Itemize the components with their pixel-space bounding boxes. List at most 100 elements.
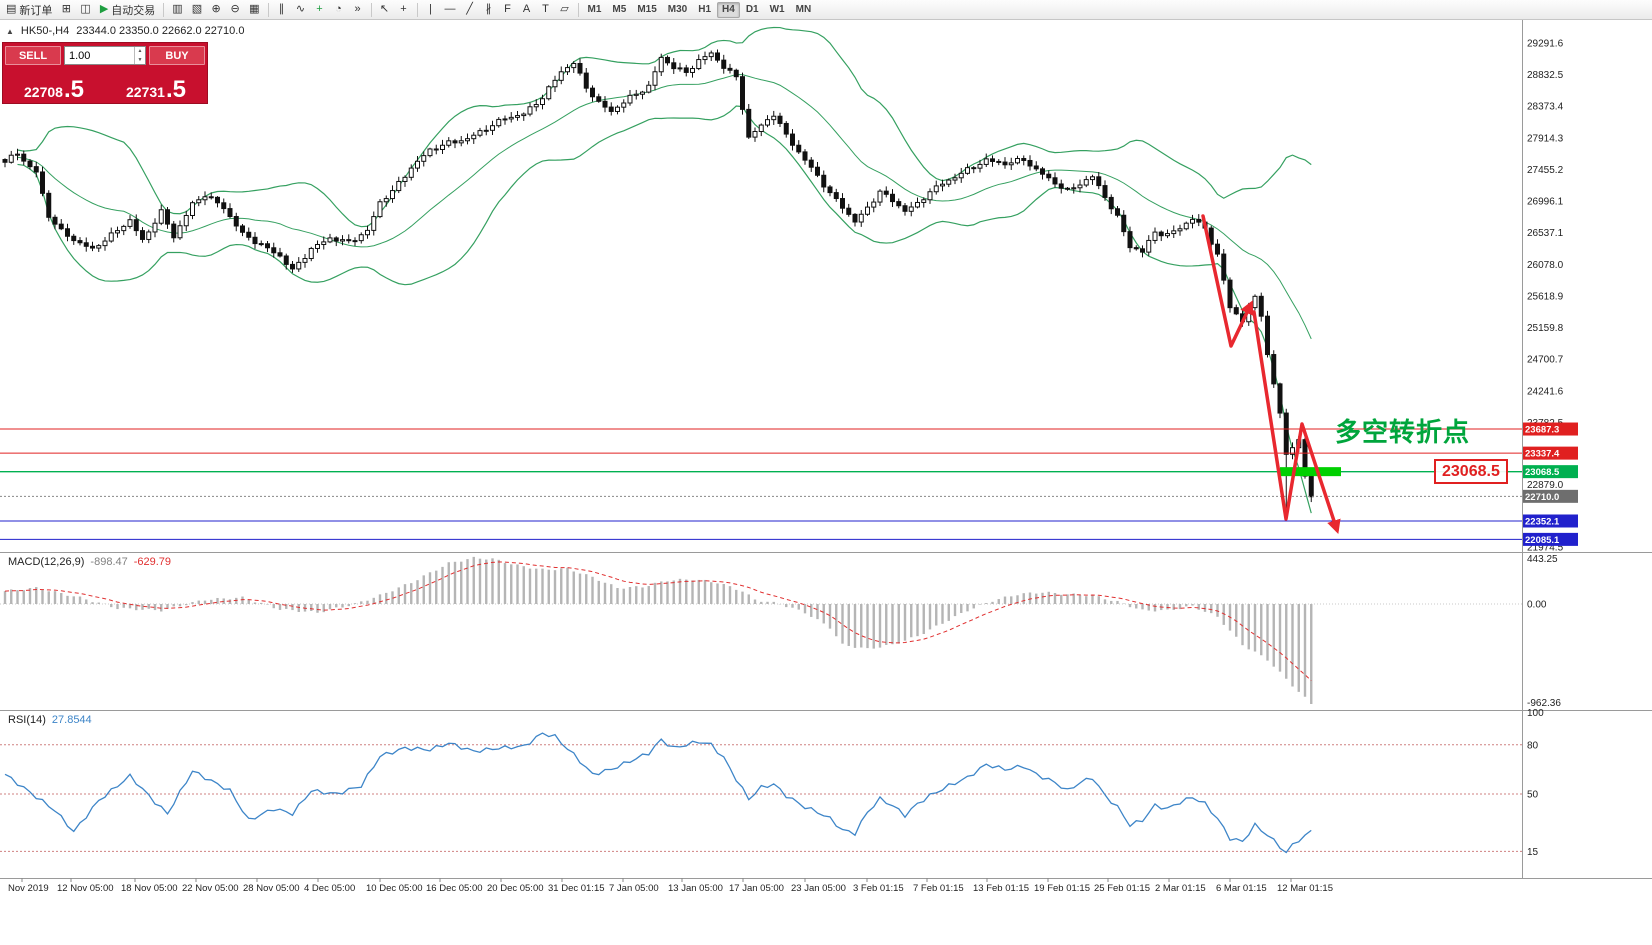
annotation-text: 多空转折点 [1335, 417, 1471, 447]
shapes-icon-glyph: ▱ [560, 3, 569, 15]
svg-text:28373.4: 28373.4 [1527, 102, 1564, 113]
zoom-out-glyph: ⊖ [230, 3, 240, 15]
svg-text:24700.7: 24700.7 [1527, 355, 1564, 366]
svg-text:3 Feb 01:15: 3 Feb 01:15 [853, 883, 904, 894]
autotrading-button[interactable]: ▶ 自动交易 [96, 1, 159, 19]
text-icon[interactable]: A [518, 1, 536, 19]
bar-chart-icon[interactable]: ∥ [273, 1, 291, 19]
timeframe-m30-button[interactable]: M30 [667, 4, 688, 15]
fibonacci-icon-glyph: F [504, 3, 511, 15]
timeframe-d1-button[interactable]: D1 [745, 4, 759, 15]
panel-separators [0, 20, 1652, 879]
volume-spinner[interactable]: ▲ ▼ [134, 47, 145, 64]
trendline-icon-glyph: ╱ [466, 3, 473, 15]
charts-grid-icon[interactable]: ⊞ [57, 1, 75, 19]
shapes-icon[interactable]: ▱ [556, 1, 574, 19]
volume-value: 1.00 [69, 49, 91, 62]
trend-arrows [1201, 214, 1341, 534]
line-chart-icon-glyph: ∿ [295, 3, 306, 15]
label-icon[interactable]: T [537, 1, 555, 19]
price-axis: 29291.6 28832.5 28373.4 27914.3 27455.2 26996… [1522, 39, 1578, 554]
spinner-down-icon[interactable]: ▼ [137, 56, 143, 63]
symbol-marker-icon[interactable]: ▲ [6, 26, 14, 36]
svg-text:23687.3: 23687.3 [1525, 425, 1559, 436]
timeframe-m1-button[interactable]: M1 [587, 4, 602, 15]
svg-text:26996.1: 26996.1 [1527, 197, 1564, 208]
spinner-up-icon[interactable]: ▲ [137, 48, 143, 55]
toolbar-separator [577, 2, 579, 17]
svg-text:27455.2: 27455.2 [1527, 165, 1564, 176]
svg-text:16 Dec 05:00: 16 Dec 05:00 [426, 883, 483, 894]
cascade-windows-icon[interactable]: ▧ [188, 1, 206, 19]
svg-text:22879.0: 22879.0 [1527, 480, 1564, 491]
timeframe-mn-button[interactable]: MN [795, 4, 812, 15]
rsi-panel: 100 80 50 15 [0, 708, 1544, 858]
tile-windows-icon-glyph: ▥ [172, 3, 183, 15]
svg-text:22 Nov 05:00: 22 Nov 05:00 [182, 883, 239, 894]
timeframe-h1-button[interactable]: H1 [698, 4, 712, 15]
sell-button[interactable]: SELL [5, 46, 61, 65]
svg-text:23337.4: 23337.4 [1525, 449, 1560, 460]
quote-symbol: HK50-,H4 [20, 25, 70, 37]
svg-text:80: 80 [1527, 740, 1539, 751]
toolbar-separator [370, 2, 372, 17]
svg-text:23068.5: 23068.5 [1525, 467, 1560, 478]
rsi-label: RSI(14) 27.8544 [8, 714, 92, 726]
timeframe-h4-button[interactable]: H4 [717, 1, 740, 18]
label-icon-glyph: T [542, 3, 549, 15]
horizontal-line-icon[interactable]: — [441, 1, 460, 19]
profiles-icon-glyph: ◫ [80, 3, 91, 15]
tile-windows-icon[interactable]: ▥ [168, 1, 186, 19]
svg-text:25 Feb 01:15: 25 Feb 01:15 [1094, 883, 1150, 894]
candlesticks [2, 49, 1314, 521]
price-callout: 23068.5 [1434, 459, 1508, 484]
period-icon[interactable]: ◔ [330, 1, 348, 19]
svg-text:29291.6: 29291.6 [1527, 39, 1564, 50]
crosshair-icon[interactable]: + [395, 1, 413, 19]
timeframe-m15-button[interactable]: M15 [637, 4, 657, 15]
svg-text:13 Feb 01:15: 13 Feb 01:15 [973, 883, 1029, 894]
svg-text:6 Mar 01:15: 6 Mar 01:15 [1216, 883, 1267, 894]
channel-icon[interactable]: ∦ [480, 1, 498, 19]
auto-scroll-icon[interactable]: » [349, 1, 367, 19]
autotrading-button-label: 自动交易 [111, 4, 156, 17]
timeframe-w1-button[interactable]: W1 [769, 4, 785, 15]
svg-text:12 Nov 05:00: 12 Nov 05:00 [57, 883, 114, 894]
svg-text:7 Feb 01:15: 7 Feb 01:15 [913, 883, 964, 894]
toolbar: ▤ 新订单 ⊞ ◫ ▶ 自动交易 ▥ ▧ ⊕ ⊖ ▦ ∥ ∿ + ◔ » ↖ + | — ╱ ∦ F A T ▱ M1 M5 M15 M3… [0, 0, 1652, 20]
fibonacci-icon[interactable]: F [499, 1, 517, 19]
svg-text:-962.36: -962.36 [1527, 698, 1561, 709]
timeframe-m5-button[interactable]: M5 [612, 4, 627, 15]
time-axis: Nov 2019 12 Nov 05:00 18 Nov 05:00 22 Nov 0… [8, 878, 1333, 894]
volume-input[interactable]: 1.00 ▲ ▼ [64, 46, 146, 65]
buy-button[interactable]: BUY [149, 46, 205, 65]
trendline-icon[interactable]: ╱ [461, 1, 479, 19]
data-window-icon[interactable]: ▦ [245, 1, 263, 19]
svg-text:2 Mar 01:15: 2 Mar 01:15 [1155, 883, 1206, 894]
svg-text:28832.5: 28832.5 [1527, 70, 1564, 81]
toolbar-separator [267, 2, 269, 17]
period-icon-glyph: ◔ [335, 3, 342, 15]
bar-chart-icon-glyph: ∥ [278, 3, 285, 15]
zoom-in-button[interactable]: ⊕ [207, 1, 225, 19]
toolbar-separator [416, 2, 418, 17]
cascade-windows-icon-glyph: ▧ [191, 3, 203, 15]
new-order-glyph: ▤ [6, 3, 17, 15]
new-order-button[interactable]: ▤ 新订单 [2, 1, 56, 19]
line-chart-icon[interactable]: ∿ [292, 1, 310, 19]
quote-ohlc: 23344.0 23350.0 22662.0 22710.0 [76, 25, 245, 37]
macd-panel: 443.25 0.00 -962.36 [0, 554, 1561, 709]
data-window-icon-glyph: ▦ [249, 3, 260, 15]
svg-text:25159.8: 25159.8 [1527, 323, 1564, 334]
buy-price: 22731.5 [126, 75, 186, 103]
cursor-icon[interactable]: ↖ [376, 1, 394, 19]
price-level-lines[interactable] [0, 428, 1522, 540]
vertical-line-icon[interactable]: | [422, 1, 440, 19]
macd-label: MACD(12,26,9) -898.47 -629.79 [8, 556, 172, 568]
svg-text:22352.1: 22352.1 [1525, 516, 1560, 527]
svg-text:25618.9: 25618.9 [1527, 291, 1564, 302]
profiles-icon[interactable]: ◫ [76, 1, 94, 19]
zoom-out-button[interactable]: ⊖ [226, 1, 244, 19]
add-indicator-icon[interactable]: + [311, 1, 329, 19]
